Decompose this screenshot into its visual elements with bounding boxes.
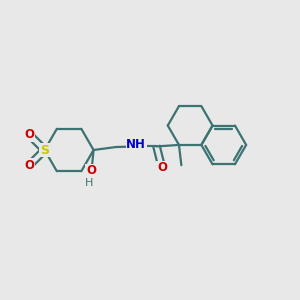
Text: O: O — [86, 164, 96, 177]
Text: O: O — [24, 128, 34, 141]
Text: S: S — [40, 143, 49, 157]
Text: H: H — [85, 178, 93, 188]
Text: O: O — [24, 159, 34, 172]
Text: O: O — [157, 161, 167, 174]
Text: NH: NH — [126, 138, 146, 152]
